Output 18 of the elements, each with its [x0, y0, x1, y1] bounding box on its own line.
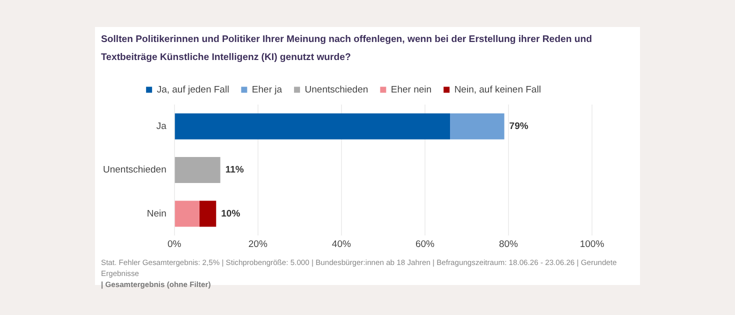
total-label: 10% — [221, 208, 241, 220]
x-tick-label: 40% — [332, 238, 352, 250]
x-tick-label: 80% — [498, 238, 519, 250]
legend-label: Nein, auf keinen Fall — [454, 84, 541, 96]
legend-label: Eher ja — [252, 84, 283, 96]
x-tick-label: 60% — [415, 238, 436, 250]
y-tick-label: Nein — [146, 208, 166, 220]
chart-title: Sollten Politikerinnen und Politiker Ihrer Meinung nach offenlegen, wenn bei der Erstellung ihrer Reden und Textbeiträge Künstliche Intelligenz (KI) genutzt wurde? — [101, 33, 593, 65]
x-tick-label: 100% — [580, 238, 605, 250]
total-label: 11% — [225, 164, 244, 176]
y-tick-label: Unentschieden — [102, 164, 166, 176]
y-tick-label: Ja — [156, 120, 168, 132]
legend-label: Eher nein — [390, 84, 432, 96]
x-tick-label: 0% — [168, 238, 182, 250]
legend-label: Unentschieden — [304, 84, 368, 96]
total-label: 79% — [509, 120, 529, 132]
x-tick-label: 20% — [248, 238, 268, 250]
legend-label: Ja, auf jeden Fall — [156, 84, 230, 96]
